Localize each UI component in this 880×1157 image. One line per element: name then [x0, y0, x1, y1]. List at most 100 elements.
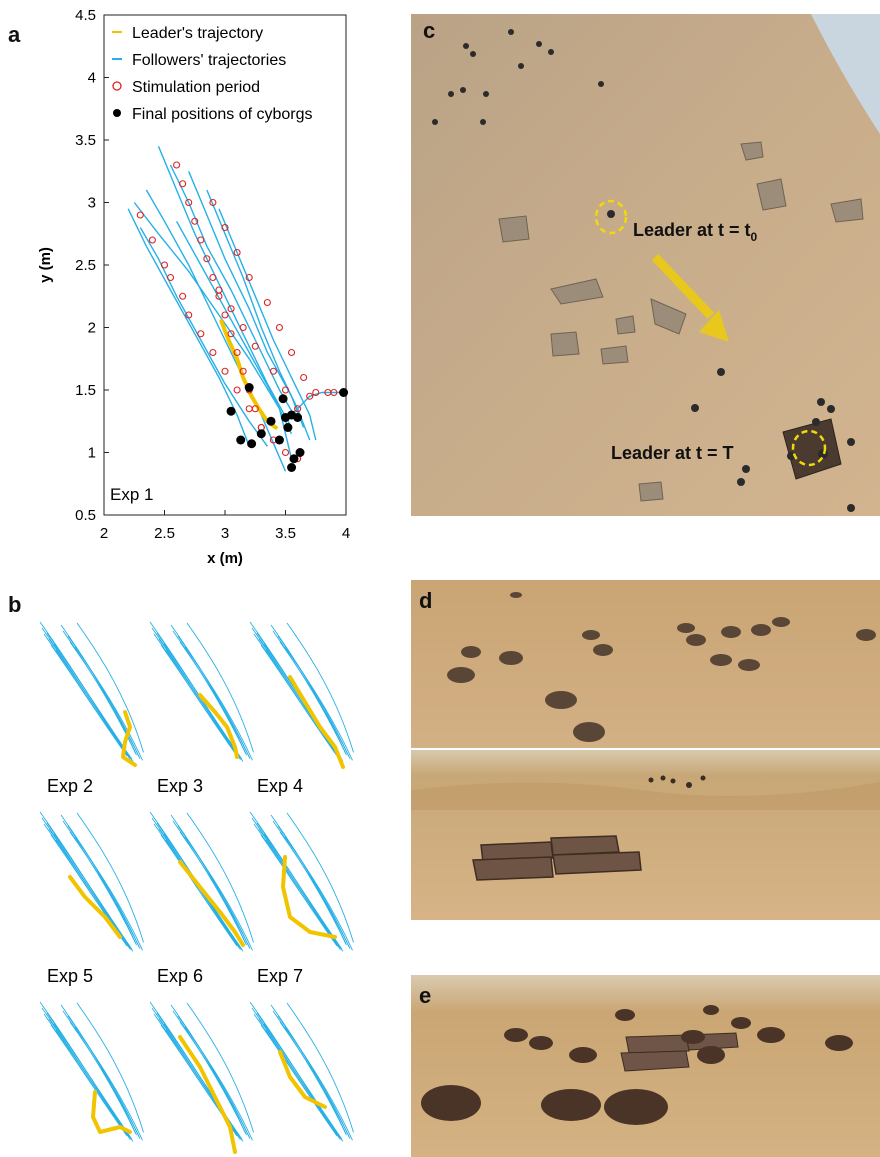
final-position-point — [274, 435, 284, 445]
stimulation-point — [215, 286, 223, 294]
follower-trajectory-line — [53, 1023, 133, 1140]
stimulation-point — [209, 348, 217, 357]
experiment-label: Exp 3 — [157, 776, 203, 796]
experiment-plot: Exp 4 — [249, 621, 354, 796]
follower-trajectory-line — [179, 831, 251, 949]
follower-trajectory-line — [50, 644, 131, 760]
panel-letter-a: a — [8, 22, 21, 47]
stimulation-point — [209, 198, 217, 207]
stimulation-point — [185, 311, 193, 319]
follower-trajectory-line — [163, 1023, 243, 1140]
stimulation-point — [281, 386, 290, 394]
sand-dunes — [411, 782, 880, 810]
stimulation-point — [221, 367, 229, 375]
y-tick-label: 3 — [88, 195, 96, 212]
follower-trajectory-line — [265, 1029, 344, 1142]
stimulation-point — [197, 330, 205, 338]
legend-stimulation-swatch — [112, 81, 122, 91]
stimulation-point — [239, 323, 247, 332]
follower-trajectory-line — [165, 649, 244, 762]
stimulation-point — [245, 405, 253, 413]
leader-trajectory-line — [281, 855, 337, 939]
y-tick-label: 2.5 — [75, 257, 96, 274]
y-tick-label: 0.5 — [75, 507, 96, 524]
follower-trajectory-line — [50, 1024, 131, 1140]
follower-trajectory-line — [165, 839, 244, 952]
stimulation-point — [197, 236, 205, 244]
leader-trajectory-line — [178, 860, 245, 947]
leader-trajectory-line — [121, 710, 137, 767]
y-tick-label: 3.5 — [75, 132, 96, 149]
stimulation-point — [185, 198, 193, 207]
x-tick-label: 3 — [221, 525, 229, 542]
leader-trajectory-line — [288, 675, 345, 769]
follower-trajectory-line — [69, 1021, 141, 1139]
follower-trajectory-line — [184, 646, 253, 761]
stimulation-point — [179, 292, 187, 300]
final-position-point — [226, 406, 236, 416]
experiment-plot: Exp 8 — [39, 1001, 144, 1157]
follower-trajectory-line — [74, 646, 143, 761]
follower-trajectory-line — [69, 831, 141, 949]
stimulation-point — [160, 261, 169, 269]
experiment-label: Exp 4 — [257, 776, 303, 796]
follower-trajectory-line — [74, 1026, 143, 1141]
final-position-point — [287, 463, 297, 472]
follower-trajectory-line — [172, 630, 247, 756]
distant-cyborgs — [648, 775, 706, 788]
follower-trajectory-line — [179, 641, 251, 759]
panel-letter-d: d — [419, 588, 433, 613]
x-axis-label: x (m) — [207, 550, 243, 567]
photo-panel-d-bottom — [411, 750, 880, 920]
legend-final-swatch — [113, 109, 121, 117]
stimulation-point — [221, 223, 229, 232]
trajectory-chart: 2 2.5 3 3.5 4 0.5 1 1.5 2 2.5 3 3.5 4 4.5 Leader's tr… — [37, 7, 350, 567]
final-position-point — [293, 413, 303, 422]
y-tick-label: 1.5 — [75, 382, 96, 399]
follower-trajectory-line — [160, 644, 241, 760]
photo-panel-d-top: d — [411, 580, 880, 748]
follower-trajectory-line — [279, 1021, 351, 1139]
cyborg-insects — [432, 29, 855, 512]
follower-trajectory-line — [62, 1010, 137, 1136]
follower-trajectory-line — [286, 1002, 354, 1133]
stimulation-point — [294, 405, 302, 413]
stimulation-point — [263, 298, 271, 307]
cyborg-insects — [447, 592, 876, 742]
experiment-label: Exp 5 — [47, 966, 93, 986]
follower-trajectory-line — [169, 164, 299, 422]
arena-wall — [811, 14, 880, 134]
experiment-small-multiples: Exp 2 Exp 3 Exp 4 Exp 5 Exp 6 Exp 7 Exp 8Exp 9… — [39, 621, 354, 1157]
stimulation-point — [209, 273, 217, 282]
follower-trajectory-line — [186, 622, 254, 753]
follower-trajectory-line — [284, 1026, 353, 1141]
panel-letter-e: e — [419, 983, 432, 1008]
axis-ticks: 2 2.5 3 3.5 4 0.5 1 1.5 2 2.5 3 3.5 4 4.5 — [75, 7, 350, 542]
follower-trajectory-line — [265, 839, 344, 952]
follower-trajectory-line — [127, 208, 250, 447]
follower-trajectory-line — [76, 1002, 144, 1133]
follower-trajectory-line — [172, 1010, 247, 1136]
legend-entry-label: Final positions of cyborgs — [132, 106, 313, 123]
x-tick-label: 4 — [342, 525, 350, 542]
experiment-plot: Exp 2 — [39, 621, 144, 796]
follower-trajectory-line — [76, 622, 144, 753]
y-tick-label: 1 — [88, 445, 96, 462]
final-position-point — [278, 394, 288, 404]
follower-trajectory-line — [175, 220, 293, 435]
follower-trajectory-line — [53, 833, 133, 950]
experiment-label: Exp 2 — [47, 776, 93, 796]
y-tick-label: 4.5 — [75, 7, 96, 24]
follower-trajectory-line — [69, 641, 141, 759]
follower-trajectory-line — [165, 1029, 244, 1142]
final-position-point — [283, 423, 293, 432]
x-tick-label: 2.5 — [154, 525, 175, 542]
final-position-point — [339, 388, 349, 397]
y-tick-label: 4 — [88, 70, 96, 87]
experiment-label: Exp 7 — [257, 966, 303, 986]
leader-trajectory-line — [198, 693, 239, 759]
follower-trajectory-line — [279, 831, 351, 949]
stimulation-point — [167, 273, 175, 282]
follower-trajectory-line — [186, 812, 254, 943]
final-position-point — [295, 448, 305, 457]
